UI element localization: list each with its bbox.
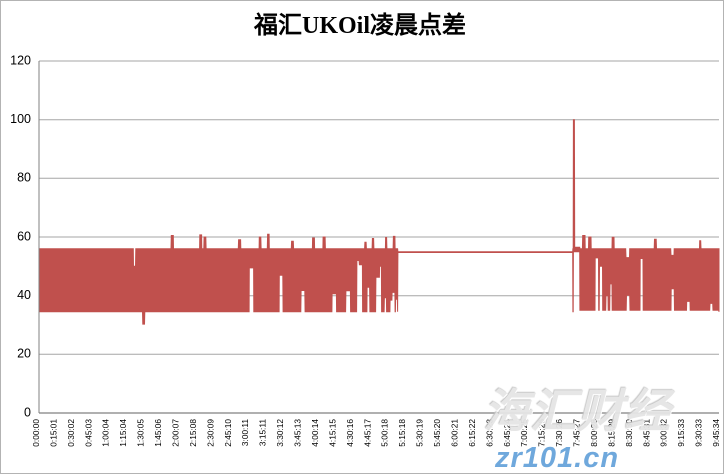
svg-text:2:00:07: 2:00:07 (171, 419, 181, 447)
svg-text:4:00:14: 4:00:14 (310, 419, 320, 447)
svg-text:2:15:08: 2:15:08 (188, 419, 198, 447)
svg-text:120: 120 (10, 53, 31, 67)
svg-text:3:15:11: 3:15:11 (258, 419, 268, 446)
svg-text:5:15:18: 5:15:18 (397, 419, 407, 447)
svg-text:0:15:01: 0:15:01 (48, 419, 58, 447)
svg-text:5:45:20: 5:45:20 (432, 419, 442, 447)
svg-text:4:15:15: 4:15:15 (327, 419, 337, 447)
svg-text:3:30:12: 3:30:12 (275, 419, 285, 447)
svg-text:4:30:16: 4:30:16 (345, 419, 355, 447)
svg-text:100: 100 (10, 112, 31, 126)
svg-text:1:30:05: 1:30:05 (136, 419, 146, 447)
svg-text:1:45:06: 1:45:06 (153, 419, 163, 447)
svg-text:0: 0 (24, 405, 31, 419)
svg-text:6:15:22: 6:15:22 (467, 419, 477, 447)
svg-text:1:15:04: 1:15:04 (118, 419, 128, 447)
svg-text:5:30:19: 5:30:19 (415, 419, 425, 447)
svg-text:2:45:10: 2:45:10 (223, 419, 233, 447)
svg-text:6:00:21: 6:00:21 (450, 419, 460, 447)
svg-text:2:30:09: 2:30:09 (205, 419, 215, 447)
svg-text:60: 60 (17, 229, 31, 243)
svg-text:5:00:18: 5:00:18 (380, 419, 390, 447)
svg-text:80: 80 (17, 171, 31, 185)
svg-text:3:00:11: 3:00:11 (240, 419, 250, 446)
svg-text:1:00:04: 1:00:04 (101, 419, 111, 447)
svg-text:4:45:17: 4:45:17 (362, 419, 372, 447)
svg-text:0:30:02: 0:30:02 (66, 419, 76, 447)
svg-text:0:45:03: 0:45:03 (83, 419, 93, 447)
svg-text:0:00:00: 0:00:00 (31, 419, 41, 447)
svg-text:3:45:13: 3:45:13 (293, 419, 303, 447)
svg-text:40: 40 (17, 288, 31, 302)
svg-text:20: 20 (17, 347, 31, 361)
